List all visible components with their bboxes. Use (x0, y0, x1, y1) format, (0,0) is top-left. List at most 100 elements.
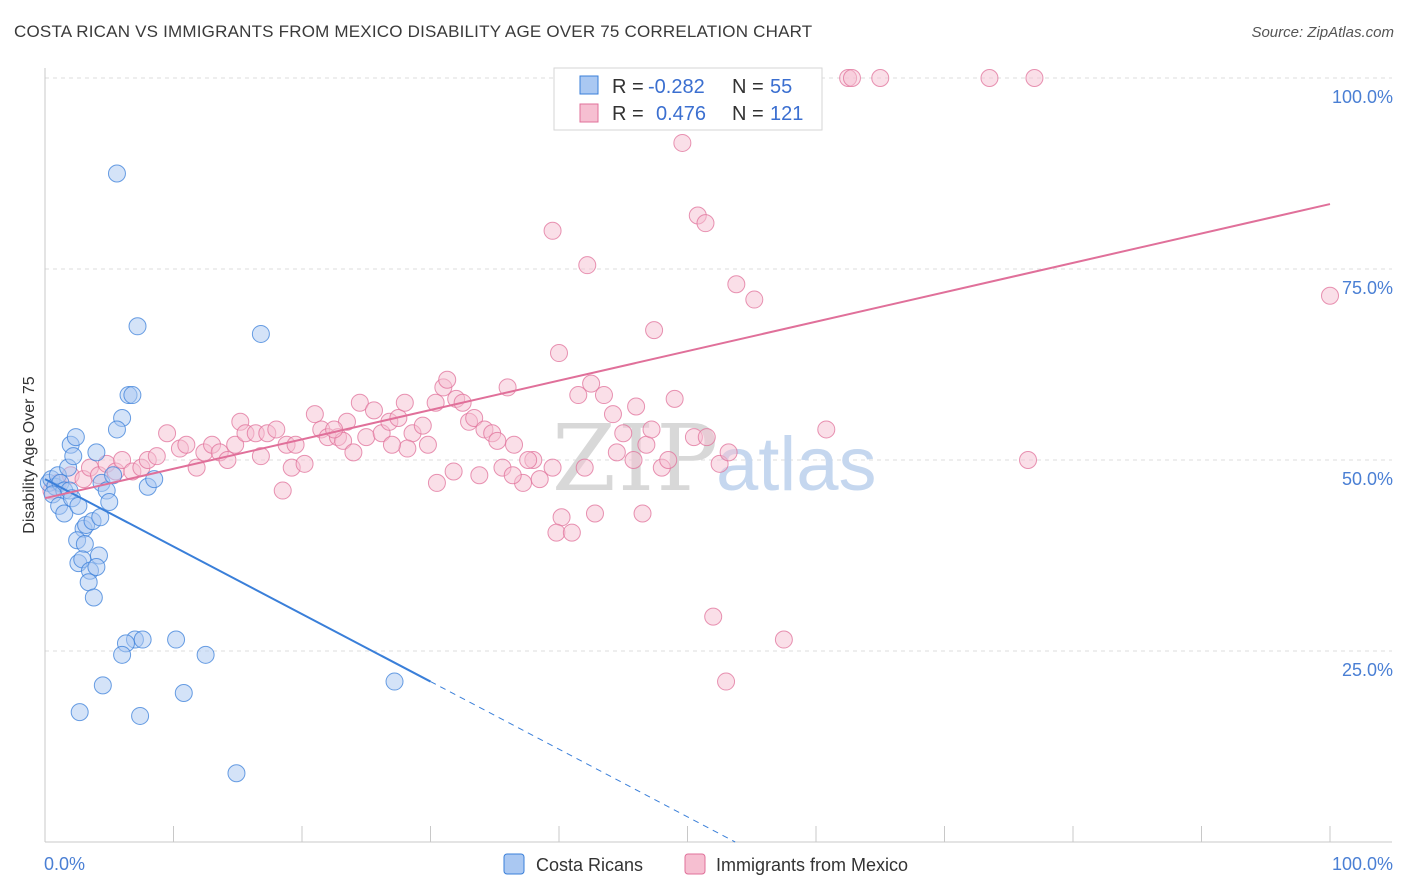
point-costa-ricans (131, 706, 150, 725)
x-tick-label-end: 100.0% (1332, 854, 1393, 874)
legend-n-value-pink: 121 (770, 103, 803, 125)
x-tick-label-start: 0.0% (44, 854, 85, 874)
point-immigrants-from-mexico (673, 133, 692, 152)
point-immigrants-from-mexico (562, 523, 581, 542)
point-immigrants-from-mexico (158, 424, 177, 443)
point-immigrants-from-mexico (842, 69, 861, 87)
point-immigrants-from-mexico (1321, 286, 1339, 305)
point-costa-ricans (174, 684, 193, 703)
point-immigrants-from-mexico (488, 431, 507, 450)
point-immigrants-from-mexico (325, 420, 344, 439)
legend-box: R = -0.282 N = 55 R = 0.476 N = 121 (553, 67, 823, 131)
series-immigrants-from-mexico (42, 69, 1339, 691)
point-immigrants-from-mexico (624, 451, 643, 469)
point-immigrants-from-mexico (427, 473, 446, 492)
point-immigrants-from-mexico (704, 607, 723, 626)
point-immigrants-from-mexico (267, 420, 286, 439)
point-immigrants-from-mexico (817, 420, 836, 439)
point-immigrants-from-mexico (980, 69, 999, 87)
legend-r-value-pink: 0.476 (656, 103, 706, 125)
trend-lines (44, 203, 1331, 843)
point-costa-ricans (251, 324, 270, 343)
legend-r-value-blue: -0.282 (648, 76, 705, 98)
point-immigrants-from-mexico (519, 451, 538, 469)
point-immigrants-from-mexico (614, 424, 633, 443)
y-tick-label-50: 50.0% (1342, 469, 1393, 489)
point-costa-ricans (128, 317, 147, 336)
trend-line-costa-ricans (44, 478, 431, 683)
point-immigrants-from-mexico (470, 466, 489, 485)
point-immigrants-from-mexico (177, 435, 196, 454)
point-immigrants-from-mexico (503, 466, 522, 485)
point-immigrants-from-mexico (1019, 451, 1038, 469)
tick-labels: 25.0% 50.0% 75.0% 100.0% 0.0% 100.0% (44, 87, 1393, 874)
point-immigrants-from-mexico (398, 439, 417, 458)
point-immigrants-from-mexico (273, 481, 292, 500)
point-immigrants-from-mexico (251, 447, 270, 466)
point-immigrants-from-mexico (637, 435, 656, 454)
legend-r-label-blue: R = (612, 76, 644, 98)
point-immigrants-from-mexico (1025, 69, 1044, 87)
point-immigrants-from-mexico (530, 470, 549, 489)
trend-line-costa-ricans-extension (430, 681, 736, 843)
point-immigrants-from-mexico (871, 69, 890, 87)
chart-title: COSTA RICAN VS IMMIGRANTS FROM MEXICO DI… (14, 22, 813, 41)
legend-n-label-pink: N = (732, 103, 764, 125)
point-costa-ricans (113, 645, 132, 664)
bottom-legend-label-costa-ricans: Costa Ricans (536, 855, 643, 875)
point-immigrants-from-mexico (543, 458, 562, 477)
point-immigrants-from-mexico (569, 386, 588, 405)
legend-swatch-pink (579, 103, 599, 123)
point-immigrants-from-mexico (547, 523, 566, 542)
bottom-legend-swatch-pink (684, 853, 706, 875)
source-credit: Source: ZipAtlas.com (1251, 24, 1394, 41)
point-immigrants-from-mexico (418, 435, 437, 454)
point-costa-ricans (227, 764, 246, 783)
point-immigrants-from-mexico (727, 275, 746, 294)
point-immigrants-from-mexico (575, 458, 594, 477)
point-costa-ricans (385, 672, 404, 691)
point-costa-ricans (55, 504, 74, 523)
point-costa-ricans (70, 703, 89, 722)
point-immigrants-from-mexico (719, 443, 738, 462)
point-immigrants-from-mexico (543, 221, 562, 240)
point-immigrants-from-mexico (505, 435, 524, 454)
bottom-legend-label-immigrants: Immigrants from Mexico (716, 855, 908, 875)
point-costa-ricans (196, 645, 215, 664)
point-costa-ricans (75, 535, 94, 554)
point-costa-ricans (66, 428, 85, 447)
point-immigrants-from-mexico (665, 389, 684, 408)
watermark-atlas: atlas (716, 422, 877, 507)
legend-n-label-blue: N = (732, 76, 764, 98)
legend-swatch-blue (579, 75, 599, 95)
point-costa-ricans (84, 588, 103, 607)
point-immigrants-from-mexico (594, 386, 613, 405)
point-immigrants-from-mexico (585, 504, 604, 523)
point-immigrants-from-mexico (774, 630, 793, 649)
bottom-legend: Costa Ricans Immigrants from Mexico (503, 853, 908, 875)
point-costa-ricans (87, 443, 106, 462)
grid-lines (45, 77, 1392, 652)
point-costa-ricans (87, 557, 106, 576)
bottom-legend-swatch-blue (503, 853, 525, 875)
point-immigrants-from-mexico (364, 401, 383, 420)
point-costa-ricans (123, 386, 142, 405)
point-immigrants-from-mexico (627, 397, 646, 416)
point-immigrants-from-mexico (552, 508, 571, 527)
point-costa-ricans (100, 493, 119, 512)
point-costa-ricans (79, 573, 98, 592)
point-immigrants-from-mexico (465, 408, 484, 427)
y-tick-label-75: 75.0% (1342, 278, 1393, 298)
point-immigrants-from-mexico (344, 443, 363, 462)
point-costa-ricans (104, 466, 123, 485)
point-immigrants-from-mexico (603, 405, 622, 424)
point-immigrants-from-mexico (578, 256, 597, 275)
point-immigrants-from-mexico (438, 370, 457, 389)
point-immigrants-from-mexico (113, 451, 132, 469)
point-immigrants-from-mexico (633, 504, 652, 523)
point-costa-ricans (64, 447, 83, 466)
point-immigrants-from-mexico (659, 451, 678, 469)
point-immigrants-from-mexico (642, 420, 661, 439)
point-immigrants-from-mexico (645, 321, 664, 340)
